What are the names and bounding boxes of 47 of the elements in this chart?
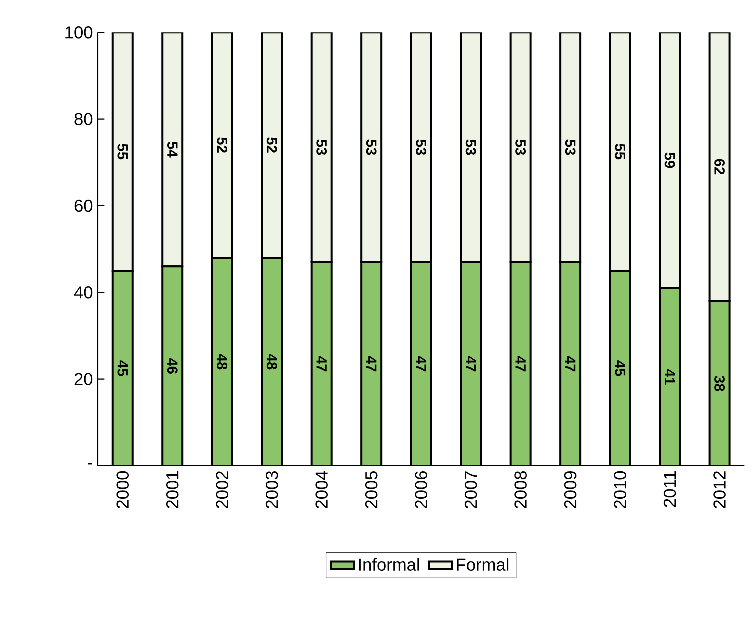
data-label: 53 <box>516 140 526 156</box>
y-tick-label: 80 <box>74 113 93 126</box>
y-tick-label: 40 <box>74 286 93 299</box>
y-tick-label: 20 <box>74 373 93 386</box>
data-label: 47 <box>566 356 576 372</box>
data-label: 46 <box>167 358 178 374</box>
legend-label: Formal <box>457 558 509 571</box>
x-tick-label: 2011 <box>664 472 676 508</box>
data-label: 38 <box>714 376 725 392</box>
x-tick-label: 2001 <box>166 472 179 508</box>
data-label: 53 <box>565 140 576 156</box>
x-tick-label: 2003 <box>266 471 278 508</box>
x-tick-label: 2012 <box>714 472 726 508</box>
data-label: 54 <box>167 142 178 158</box>
data-label: 52 <box>217 138 228 153</box>
x-tick-label: 2010 <box>614 471 626 508</box>
data-label: 52 <box>266 138 278 153</box>
x-tick-label: 2004 <box>316 471 328 508</box>
data-label: 55 <box>615 144 626 160</box>
data-label: 45 <box>118 360 128 376</box>
x-tick-label: 2008 <box>514 471 527 508</box>
x-tick-label: 2002 <box>216 472 228 508</box>
x-tick-label: 2005 <box>365 471 378 508</box>
data-label: 59 <box>664 152 676 168</box>
data-label: 47 <box>366 356 377 372</box>
data-label: 47 <box>316 356 327 372</box>
data-label: 48 <box>266 354 278 370</box>
data-label: 47 <box>416 356 426 372</box>
y-tick-label: 100 <box>66 26 93 39</box>
x-tick-label: 2007 <box>464 472 478 508</box>
data-label: 55 <box>118 144 128 160</box>
x-tick-label: 2009 <box>564 472 577 508</box>
data-label: 47 <box>516 356 526 372</box>
data-label: 48 <box>217 354 228 370</box>
data-label: 41 <box>665 369 676 385</box>
data-label: 53 <box>316 140 328 156</box>
y-tick-label: - <box>88 463 93 465</box>
data-label: 47 <box>466 356 476 372</box>
data-label: 45 <box>615 360 626 376</box>
x-tick-label: 2000 <box>116 471 130 508</box>
data-label: 62 <box>714 159 725 175</box>
x-tick-label: 2006 <box>415 471 428 508</box>
data-label: 53 <box>416 140 427 156</box>
data-label: 53 <box>366 140 377 156</box>
legend-label: Informal <box>359 558 420 571</box>
data-label: 53 <box>466 140 476 156</box>
y-tick-label: 60 <box>74 200 93 212</box>
